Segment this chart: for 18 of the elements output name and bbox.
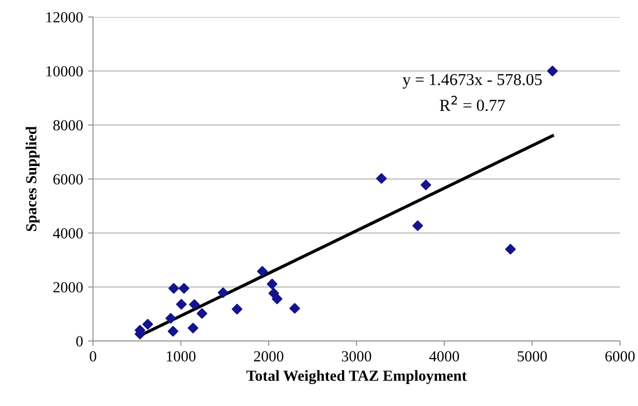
annotation: y = 1.4673x - 578.05 bbox=[402, 74, 542, 89]
y-tick-label: 10000 bbox=[46, 66, 83, 76]
y-tick-label: 12000 bbox=[46, 12, 83, 22]
y-tick-label: 2000 bbox=[53, 282, 83, 292]
y-tick-label: 4000 bbox=[53, 228, 83, 238]
y-tick-label: 0 bbox=[76, 336, 83, 346]
x-tick-label: 5000 bbox=[518, 351, 547, 362]
x-tick-label: 2000 bbox=[254, 351, 284, 362]
y-axis-title: Spaces Supplied bbox=[26, 126, 40, 232]
y-tick-label: 6000 bbox=[53, 174, 83, 184]
annotation: R$^{2}$ = 0.77 bbox=[440, 96, 505, 112]
x-tick-label: 0 bbox=[90, 351, 96, 362]
x-tick-label: 4000 bbox=[429, 351, 460, 362]
x-axis-title: Total Weighted TAZ Employment bbox=[246, 370, 467, 384]
y-tick-label: 8000 bbox=[53, 120, 83, 130]
x-tick-label: 3000 bbox=[342, 351, 372, 362]
x-tick-label: 6000 bbox=[605, 351, 635, 362]
x-tick-label: 1000 bbox=[166, 351, 196, 362]
